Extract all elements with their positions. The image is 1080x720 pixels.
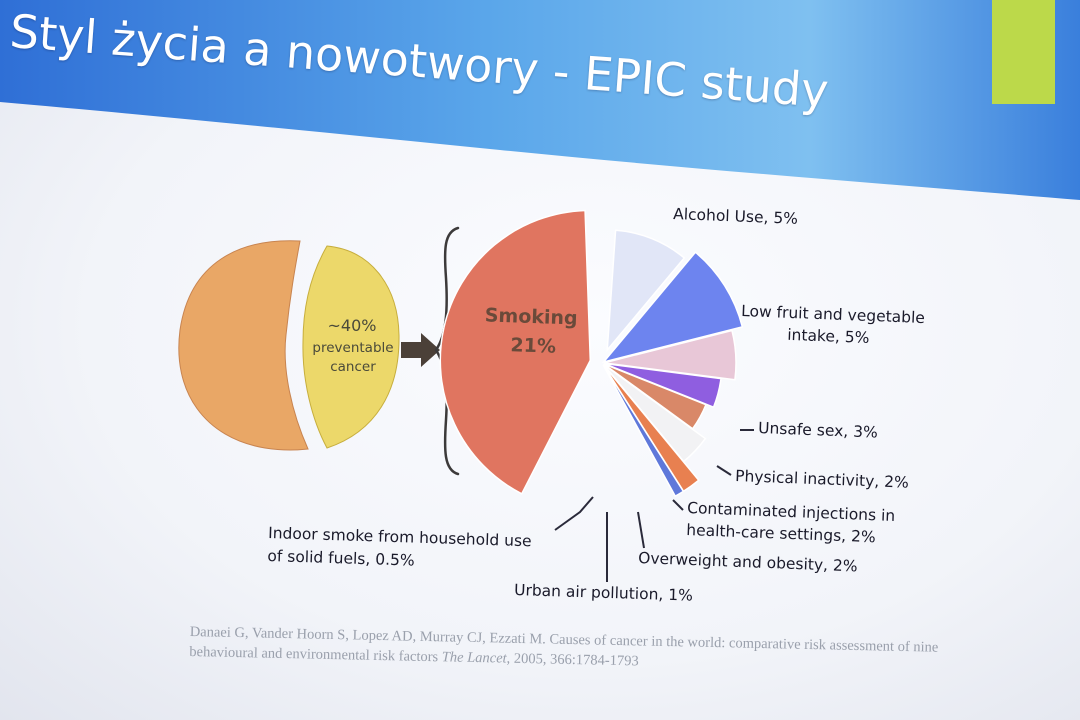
- label-unsafe: Unsafe sex, 3%: [758, 419, 878, 442]
- label-injections-line-1: Contaminated injections in: [687, 499, 896, 525]
- label-indoor-line-1: Indoor smoke from household use: [268, 524, 532, 550]
- leader-lines: [554, 429, 754, 582]
- header-band-shape: [0, 0, 1080, 200]
- pie-slice-low-fruit-and-vegetable-intake: [601, 251, 744, 364]
- label-injections-line-2: health-care settings, 2%: [686, 521, 876, 546]
- leader-injections: [672, 499, 684, 511]
- arrow-icon: [401, 333, 440, 367]
- header-band: [0, 0, 1080, 200]
- label-fruit: Low fruit and vegetable intake, 5%: [740, 302, 930, 349]
- label-fruit-line-1: Low fruit and vegetable: [741, 302, 925, 327]
- pie-slice-physical-inactivity: [603, 362, 722, 409]
- preventable-word: preventable: [312, 340, 393, 356]
- label-physical-line-1: Physical inactivity, 2%: [735, 467, 909, 492]
- not-preventable-slice: [178, 240, 309, 451]
- risk-factor-pie: Smoking 21%: [439, 209, 744, 498]
- citation-details: , 2005, 366:1784-1793: [506, 650, 639, 670]
- label-alcohol-line-1: Alcohol Use, 5%: [673, 205, 798, 228]
- pie-slice-unsafe-sex: [603, 329, 737, 381]
- smoking-label: Smoking: [484, 304, 578, 329]
- overview-pie: ~40% preventable cancer: [178, 240, 400, 451]
- label-injections: Contaminated injections in health-care s…: [686, 499, 900, 547]
- leader-indoor: [554, 496, 594, 531]
- pie-slice-alcohol-use: [606, 229, 686, 353]
- label-obesity-line-1: Overweight and obesity, 2%: [638, 549, 858, 575]
- label-indoor-line-2: of solid fuels, 0.5%: [267, 547, 415, 570]
- label-urban-line-1: Urban air pollution, 1%: [514, 581, 693, 605]
- citation-journal: The Lancet: [441, 649, 507, 667]
- brace-icon: [434, 226, 460, 476]
- accent-square: [992, 0, 1055, 104]
- pie-slice-smoking: [439, 209, 592, 495]
- pie-slice-indoor-smoke-from-household-use-of-solid-fuels: [602, 364, 685, 498]
- smoking-value-label: 21%: [510, 334, 556, 358]
- cancer-word: cancer: [330, 359, 376, 375]
- label-physical: Physical inactivity, 2%: [735, 467, 909, 492]
- label-fruit-line-2: intake, 5%: [787, 326, 870, 347]
- leader-physical: [716, 465, 732, 476]
- label-alcohol: Alcohol Use, 5%: [673, 205, 798, 228]
- label-unsafe-line-1: Unsafe sex, 3%: [758, 419, 878, 442]
- label-indoor: Indoor smoke from household use of solid…: [267, 524, 537, 573]
- leader-obesity: [637, 511, 645, 549]
- preventable-slice: [302, 245, 400, 449]
- label-urban: Urban air pollution, 1%: [514, 581, 693, 605]
- preventable-percent: ~40%: [328, 316, 377, 335]
- label-obesity: Overweight and obesity, 2%: [638, 549, 858, 575]
